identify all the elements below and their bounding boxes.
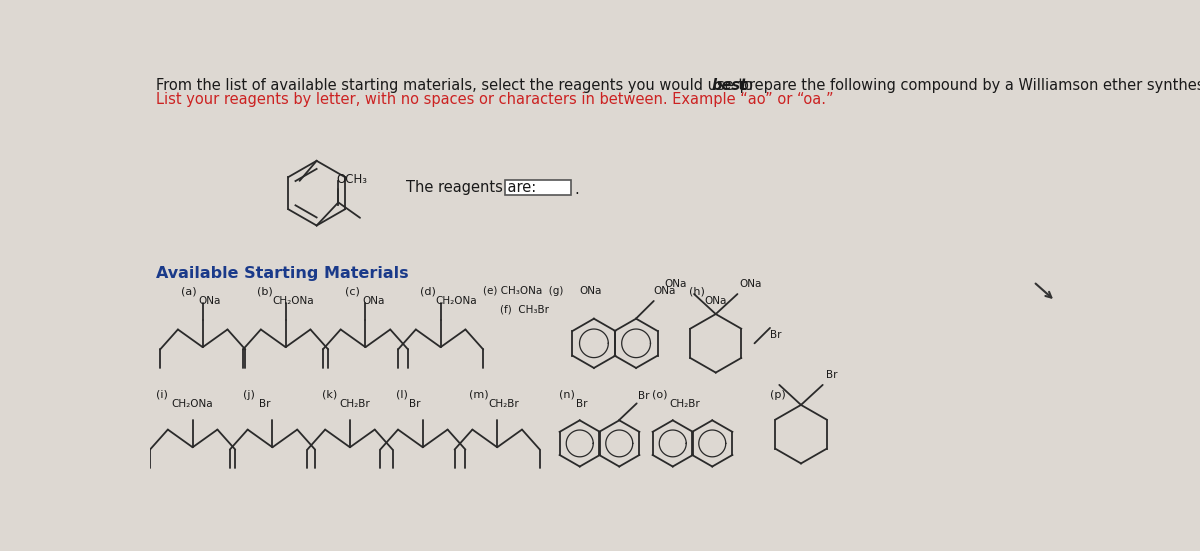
Text: (l): (l): [396, 390, 408, 399]
Text: .: .: [574, 182, 578, 197]
Text: best: best: [712, 78, 748, 94]
Text: (c): (c): [346, 287, 360, 296]
Text: (p): (p): [770, 390, 786, 399]
Text: ONa: ONa: [704, 295, 726, 306]
Text: (n): (n): [559, 390, 575, 399]
Text: prepare the following compound by a Williamson ether synthesis.: prepare the following compound by a Will…: [736, 78, 1200, 94]
Text: List your reagents by letter, with no spaces or characters in between. Example “: List your reagents by letter, with no sp…: [156, 91, 834, 106]
Text: OCH₃: OCH₃: [337, 173, 367, 186]
Text: (d): (d): [420, 287, 436, 296]
Text: Br: Br: [826, 370, 838, 380]
Text: ONa: ONa: [198, 295, 221, 306]
Text: Br: Br: [638, 391, 649, 401]
Text: From the list of available starting materials, select the reagents you would use: From the list of available starting mate…: [156, 78, 758, 94]
Text: Br: Br: [409, 399, 420, 409]
Text: (i): (i): [156, 390, 168, 399]
Text: (a): (a): [181, 287, 197, 296]
Text: CH₂Br: CH₂Br: [340, 399, 370, 409]
Text: Br: Br: [258, 399, 270, 409]
Text: (j): (j): [242, 390, 254, 399]
Text: Br: Br: [770, 330, 781, 340]
Text: (e) CH₃ONa  (g): (e) CH₃ONa (g): [484, 287, 564, 296]
Text: (h): (h): [689, 287, 706, 296]
FancyBboxPatch shape: [505, 180, 571, 196]
Text: ONa: ONa: [664, 279, 686, 289]
Text: (b): (b): [257, 287, 272, 296]
Text: CH₂ONa: CH₂ONa: [172, 399, 214, 409]
Text: ONa: ONa: [739, 279, 761, 289]
Text: CH₂ONa: CH₂ONa: [272, 295, 314, 306]
Text: CH₂ONa: CH₂ONa: [436, 295, 476, 306]
Text: ONa: ONa: [654, 285, 676, 295]
Text: CH₂Br: CH₂Br: [488, 399, 518, 409]
Text: (o): (o): [653, 390, 667, 399]
Text: (k): (k): [322, 390, 337, 399]
Text: Br: Br: [576, 399, 588, 409]
Text: CH₂Br: CH₂Br: [670, 399, 700, 409]
Text: Available Starting Materials: Available Starting Materials: [156, 266, 409, 282]
Text: ONa: ONa: [362, 295, 385, 306]
Text: (m): (m): [469, 390, 488, 399]
Text: The reagents are:: The reagents are:: [406, 180, 536, 195]
Text: ONa: ONa: [580, 287, 601, 296]
Text: (f)  CH₃Br: (f) CH₃Br: [500, 305, 550, 315]
